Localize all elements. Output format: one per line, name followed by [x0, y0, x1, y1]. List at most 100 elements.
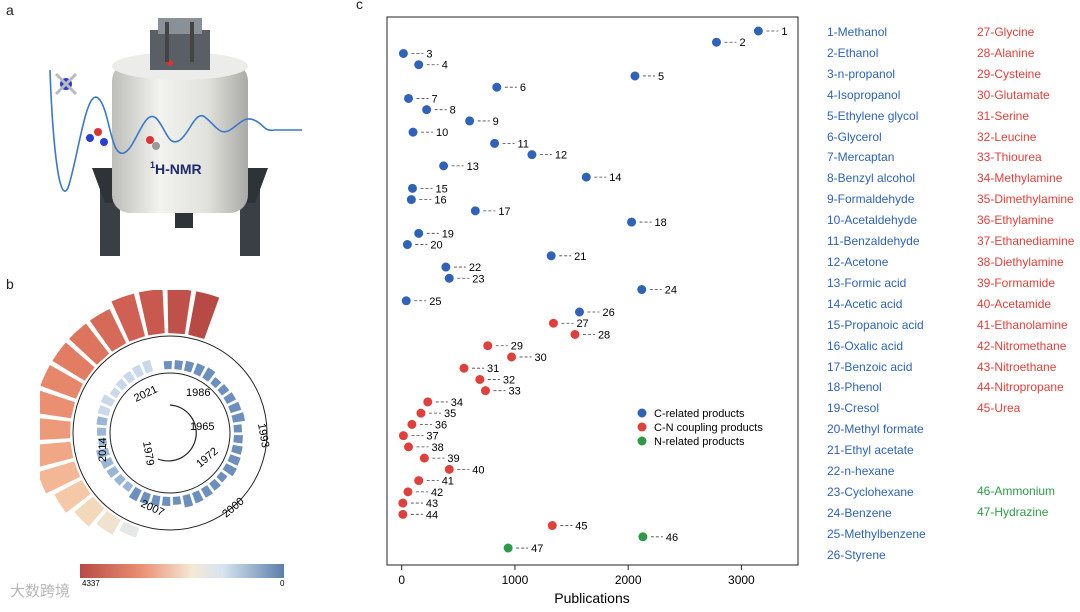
- point-label: 17: [498, 206, 510, 218]
- point-label: 41: [442, 476, 454, 488]
- year-bar-inner: [183, 360, 195, 373]
- point-label: 14: [609, 172, 621, 184]
- data-point: [470, 205, 481, 216]
- compound-entry: 9-Formaldehyde: [827, 192, 915, 207]
- compound-entry: 32-Leucine: [977, 129, 1037, 144]
- data-point: [398, 48, 409, 59]
- year-bar-outer: [33, 390, 75, 419]
- nmr-label: H-NMR: [155, 161, 202, 177]
- circular-year-chart: 2021 2014 2007 1986 1965 1979 1972 1993 …: [32, 289, 340, 590]
- x-axis-label: Publications: [554, 590, 630, 606]
- point-label: 3: [426, 48, 432, 60]
- point-label: 27: [576, 318, 588, 330]
- year-bar-outer: [167, 289, 192, 335]
- point-label: 13: [467, 161, 479, 173]
- compound-entry: 3-n-propanol: [827, 66, 896, 81]
- year-bar-outer: [138, 289, 165, 336]
- point-label: 43: [426, 498, 438, 510]
- svg-text:1H-NMR: 1H-NMR: [150, 160, 202, 177]
- compound-entry: 4-Isopropanol: [827, 87, 901, 102]
- point-label: 28: [598, 329, 610, 341]
- year-bar-inner: [191, 490, 204, 504]
- year-bar-inner: [209, 478, 221, 491]
- year-bar-inner: [115, 378, 128, 391]
- compound-entry: 26-Styrene: [827, 547, 886, 562]
- year-bar-inner: [109, 387, 121, 399]
- year-bar-inner: [123, 370, 136, 384]
- point-label: 46: [666, 532, 678, 544]
- year-label: 1972: [194, 445, 220, 470]
- data-point: [547, 520, 558, 531]
- point-label: 42: [431, 487, 443, 499]
- year-bar-inner: [150, 494, 161, 507]
- data-point: [438, 160, 449, 171]
- year-label: 2014: [97, 438, 109, 462]
- compound-entry: 36-Ethylamine: [977, 213, 1054, 228]
- molecule-icon: [54, 72, 78, 96]
- panel-c-label: c: [356, 0, 363, 12]
- year-bar-inner: [98, 438, 108, 447]
- data-point: [526, 149, 538, 160]
- compound-entry: 6-Glycerol: [827, 129, 882, 144]
- compound-list-cn-coupling: 27-Glycine 28-Alanine 29-Cysteine 30-Glutam…: [977, 22, 1074, 419]
- data-point: [398, 430, 409, 441]
- compound-entry: 29-Cysteine: [977, 66, 1042, 81]
- year-bar-inner: [139, 491, 151, 505]
- year-bar-inner: [193, 363, 206, 377]
- compound-entry: 8-Benzyl alcohol: [827, 171, 916, 186]
- point-label: 40: [472, 464, 484, 476]
- point-label: 32: [503, 374, 515, 386]
- year-bar-outer: [52, 342, 95, 381]
- year-bar-outer: [119, 521, 140, 538]
- point-label: 19: [442, 228, 454, 240]
- compound-entry: 21-Ethyl acetate: [827, 443, 914, 458]
- compound-entry: 25-Methylbenzene: [827, 526, 926, 541]
- compound-entry: 20-Methyl formate: [827, 422, 924, 437]
- publications-scatter-chart: 0 1000 2000 3000 1 2 3 4 5 6 7 8 9 10 11 12 13 14 15 16 17 1…: [350, 0, 810, 607]
- x-tick-label: 2000: [615, 573, 642, 587]
- point-label: 6: [520, 82, 526, 94]
- data-point: [402, 239, 413, 250]
- compound-entry: 45-Urea: [977, 401, 1021, 416]
- point-label: 9: [493, 116, 499, 128]
- point-label: 37: [426, 431, 438, 443]
- year-bar-inner: [113, 473, 126, 486]
- compound-entry: 2-Ethanol: [827, 45, 879, 60]
- point-label: 20: [430, 240, 442, 252]
- point-label: 26: [602, 307, 614, 319]
- year-bar-inner: [223, 392, 236, 405]
- year-bar-outer: [96, 510, 121, 535]
- data-point: [440, 261, 451, 273]
- point-label: 30: [535, 352, 547, 364]
- compound-entry: 12-Acetone: [827, 254, 889, 269]
- data-point: [422, 396, 433, 408]
- year-bar-inner: [200, 485, 213, 498]
- data-point: [415, 408, 427, 419]
- year-bar-inner: [233, 435, 243, 444]
- year-bar-inner: [100, 394, 115, 407]
- data-point: [403, 93, 414, 104]
- year-bar-inner: [141, 359, 154, 374]
- colorbar: [80, 564, 284, 578]
- year-label: 2021: [132, 383, 159, 404]
- compound-entry: 22-n-hexane: [827, 464, 895, 479]
- data-point: [581, 172, 592, 183]
- data-point: [637, 531, 648, 542]
- compound-entry: 43-Nitroethane: [977, 359, 1057, 374]
- point-label: 47: [531, 543, 543, 555]
- year-bar-inner: [96, 416, 108, 426]
- point-label: 11: [518, 138, 529, 150]
- data-point: [397, 497, 408, 509]
- data-point: [403, 441, 414, 452]
- compound-entry: 42-Nitromethane: [977, 338, 1067, 353]
- compound-entry: 10-Acetaldehyde: [827, 213, 918, 228]
- year-bar-outer: [32, 417, 71, 441]
- compound-list-c-related: 1-Methanol 2-Ethanol 3-n-propanol 4-Isoprop…: [827, 22, 926, 566]
- data-point: [406, 194, 417, 205]
- point-label: 35: [444, 408, 456, 420]
- year-bar-inner: [228, 401, 242, 414]
- year-bar-outer: [188, 291, 220, 340]
- year-bar-outer: [54, 479, 91, 513]
- compound-entry: 39-Formamide: [977, 275, 1056, 290]
- year-bar-outer: [69, 323, 110, 365]
